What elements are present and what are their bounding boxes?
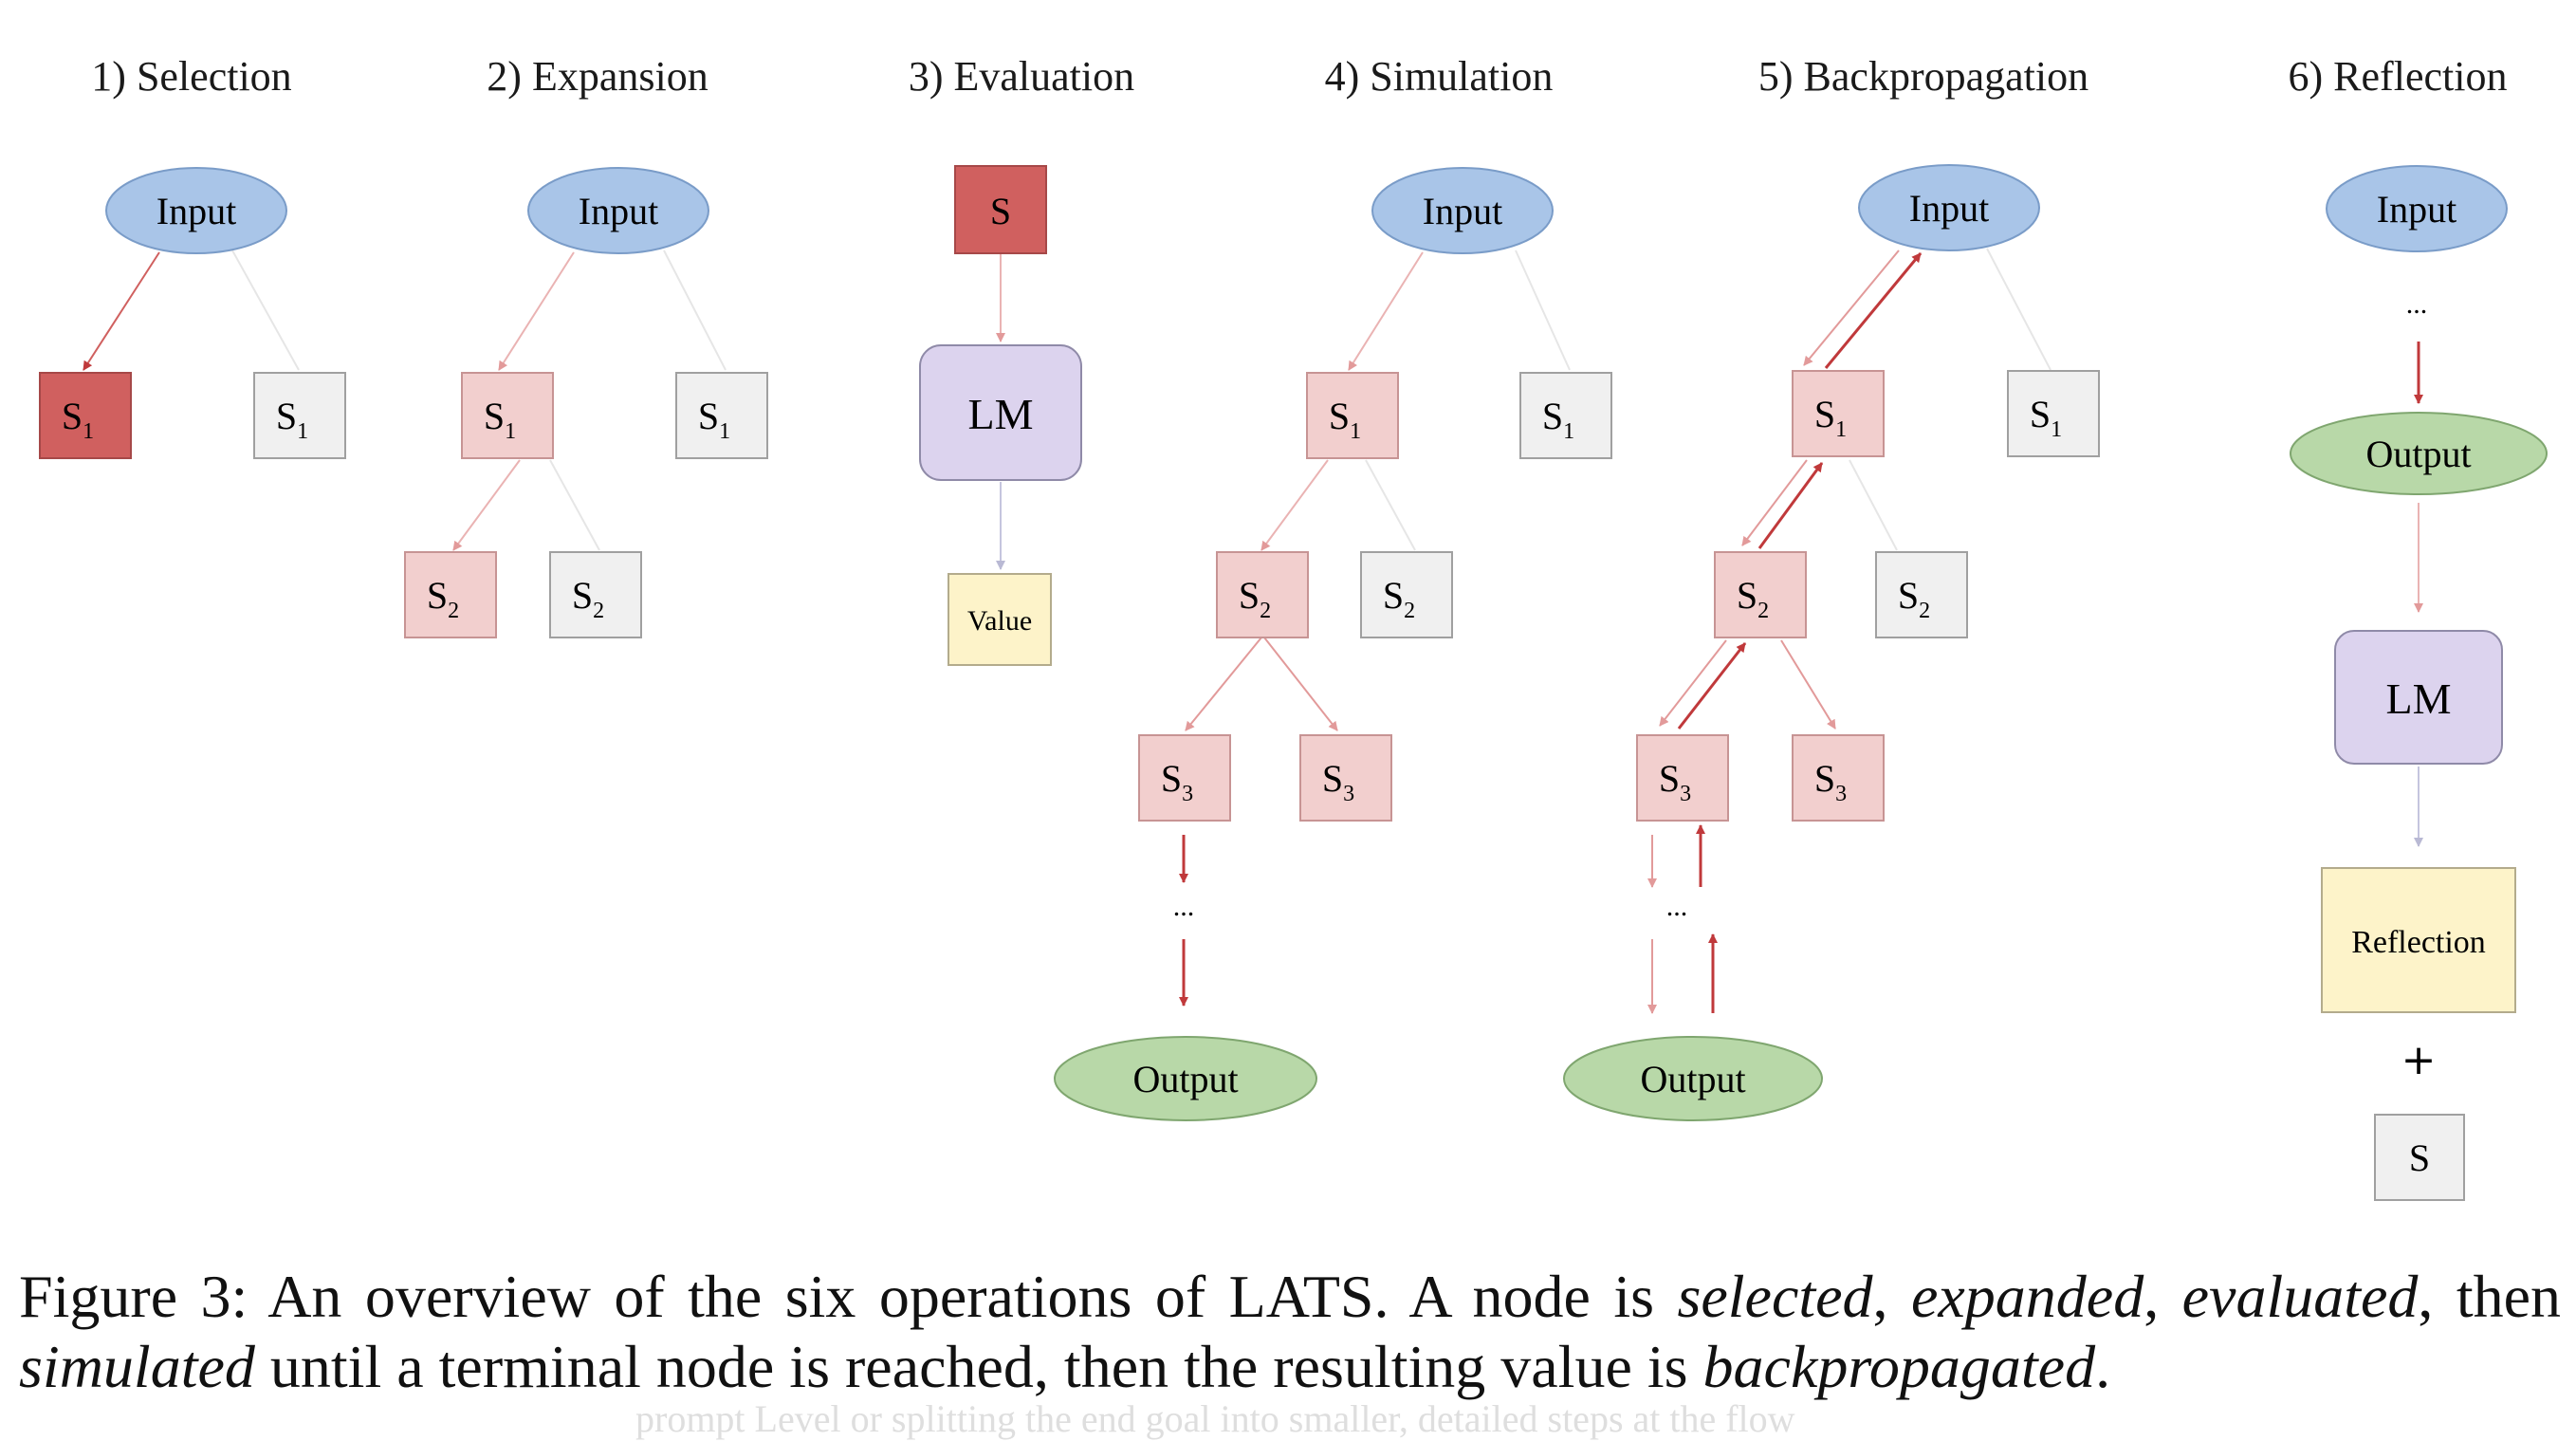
input-node: Input — [1371, 167, 1554, 254]
svg-text:Input: Input — [579, 190, 658, 232]
input-node: Input — [1858, 164, 2040, 251]
svg-text:S1: S1 — [1542, 395, 1574, 444]
panel-title-expansion: 2) Expansion — [487, 53, 708, 100]
svg-text:Output: Output — [1640, 1058, 1745, 1100]
svg-text:S1: S1 — [1329, 395, 1361, 444]
state-node-s1-visited: S1 — [1792, 370, 1885, 457]
input-node: Input — [527, 167, 709, 254]
svg-text:S1: S1 — [2030, 393, 2062, 442]
input-node: Input — [105, 167, 287, 254]
output-node: Output — [2290, 412, 2548, 495]
svg-text:S3: S3 — [1659, 757, 1691, 806]
svg-text:S3: S3 — [1322, 757, 1354, 806]
lats-diagram: 1) Selection 2) Expansion 3) Evaluation … — [39, 53, 2548, 1201]
state-node-s1-selected: S1 — [39, 372, 132, 459]
panel-title-simulation: 4) Simulation — [1325, 53, 1554, 100]
svg-text:S2: S2 — [1737, 574, 1769, 623]
state-node-s1-visited: S1 — [461, 372, 554, 459]
plus-sign: + — [2401, 1036, 2437, 1084]
state-node-s1: S1 — [2007, 370, 2100, 457]
svg-text:Input: Input — [1909, 187, 1989, 230]
state-node-s2: S2 — [549, 551, 642, 638]
state-node-s1-visited: S1 — [1306, 372, 1399, 459]
state-node-s1: S1 — [253, 372, 346, 459]
svg-text:S1: S1 — [698, 395, 730, 444]
svg-text:Reflection: Reflection — [2351, 925, 2486, 960]
state-node-s: S — [2374, 1114, 2465, 1201]
svg-text:S1: S1 — [62, 395, 94, 444]
svg-text:S2: S2 — [427, 574, 459, 623]
svg-text:S: S — [990, 190, 1011, 232]
svg-text:S1: S1 — [484, 395, 516, 444]
state-node-s3-visited: S3 — [1792, 734, 1885, 822]
svg-text:Output: Output — [1132, 1058, 1238, 1100]
state-node-s2: S2 — [1875, 551, 1968, 638]
panel-evaluation: S LM Value — [919, 165, 1082, 666]
svg-text:Input: Input — [1423, 190, 1502, 232]
svg-text:S1: S1 — [1814, 393, 1847, 442]
reflection-node: Reflection — [2321, 867, 2516, 1013]
lm-node: LM — [2334, 630, 2503, 765]
output-node: Output — [1563, 1036, 1823, 1121]
svg-text:LM: LM — [2386, 674, 2452, 723]
faded-background-text: prompt Level or splitting the end goal i… — [635, 1397, 1795, 1440]
input-node: Input — [2326, 165, 2508, 252]
state-node-s2-visited: S2 — [404, 551, 497, 638]
state-node-s3-visited: S3 — [1636, 734, 1729, 822]
output-node: Output — [1054, 1036, 1317, 1121]
svg-text:S2: S2 — [1898, 574, 1930, 623]
ellipsis: ... — [1173, 891, 1195, 922]
svg-text:Output: Output — [2365, 433, 2471, 475]
ellipsis: ... — [1666, 891, 1688, 922]
state-node-s1: S1 — [675, 372, 768, 459]
figure-caption: Figure 3: An overview of the six operati… — [19, 1263, 2562, 1400]
panel-title-reflection: 6) Reflection — [2289, 53, 2508, 100]
svg-text:LM: LM — [968, 390, 1034, 438]
state-node-s3-visited: S3 — [1299, 734, 1392, 822]
state-node-s1: S1 — [1519, 372, 1612, 459]
state-node-s2-visited: S2 — [1714, 551, 1807, 638]
svg-text:S: S — [2409, 1136, 2430, 1179]
svg-text:S2: S2 — [1383, 574, 1415, 623]
state-node-s-selected: S — [954, 165, 1047, 254]
svg-text:S3: S3 — [1161, 757, 1193, 806]
svg-text:S2: S2 — [1239, 574, 1271, 623]
panel-title-backpropagation: 5) Backpropagation — [1758, 53, 2088, 100]
panel-title-selection: 1) Selection — [91, 53, 291, 100]
panel-backpropagation: ... Input S1 S1 S2 S2 S3 S3 — [1563, 164, 2100, 1121]
lm-node: LM — [919, 344, 1082, 481]
state-node-s3-visited: S3 — [1138, 734, 1231, 822]
svg-text:Input: Input — [156, 190, 236, 232]
state-node-s2: S2 — [1360, 551, 1453, 638]
svg-text:S3: S3 — [1814, 757, 1847, 806]
panel-selection: Input S1 S1 — [39, 167, 346, 459]
svg-text:S2: S2 — [572, 574, 604, 623]
panel-simulation: ... Input S1 S1 S2 S2 S3 S3 — [1054, 167, 1612, 1121]
value-node: Value — [948, 573, 1052, 666]
svg-text:Input: Input — [2377, 188, 2456, 231]
svg-text:S1: S1 — [276, 395, 308, 444]
panel-title-evaluation: 3) Evaluation — [909, 53, 1134, 100]
state-node-s2-visited: S2 — [1216, 551, 1309, 638]
svg-text:Value: Value — [967, 605, 1032, 637]
panel-reflection: ... Input Output LM Reflection + S — [2290, 165, 2548, 1201]
panel-expansion: Input S1 S1 S2 S2 — [404, 167, 768, 638]
ellipsis: ... — [2406, 288, 2428, 320]
